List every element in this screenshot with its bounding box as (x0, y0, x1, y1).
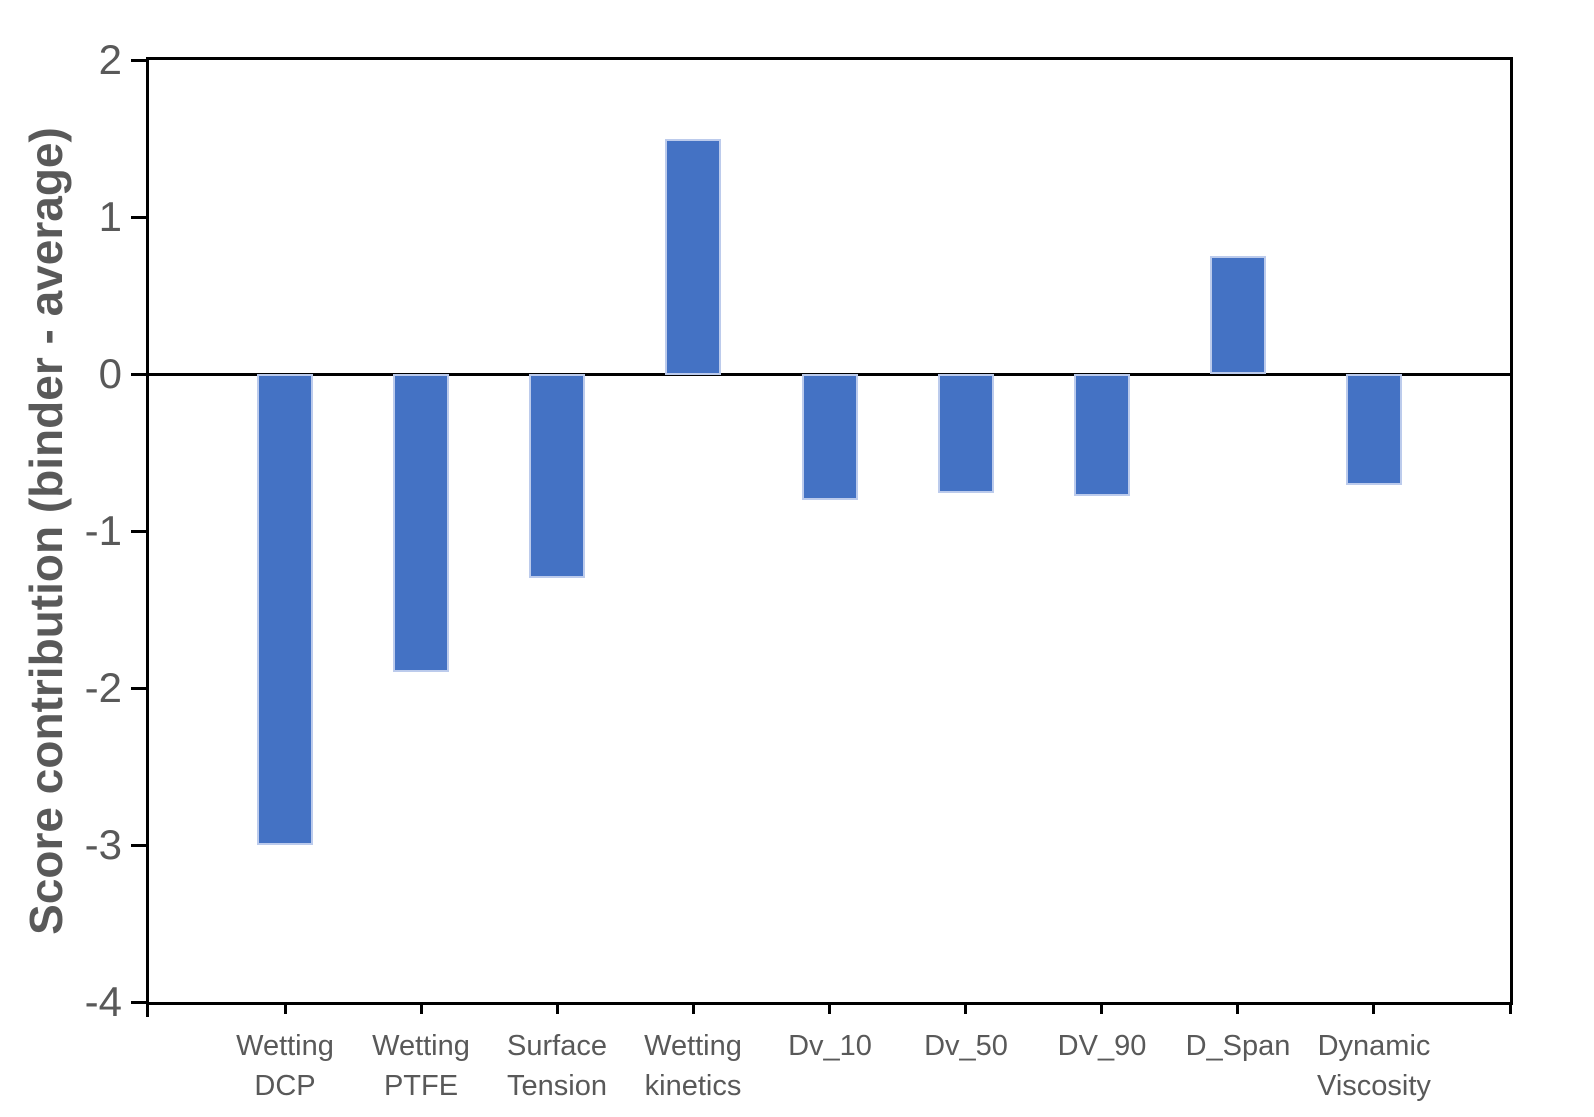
x-tick-label: Dv_50 (924, 1030, 1008, 1062)
y-tick-label: -4 (84, 978, 122, 1025)
y-tick (131, 1001, 146, 1004)
y-tick-label: -1 (84, 507, 122, 554)
bar-dynamic-viscosity (1346, 374, 1402, 485)
bar-dv-90 (1074, 374, 1130, 496)
bar-dv-10 (802, 374, 858, 500)
bar-wetting-ptfe (393, 374, 449, 672)
x-tick-label: Dv_10 (788, 1030, 872, 1062)
x-axis-end-tick-left (146, 1002, 149, 1017)
x-tick-label: DV_90 (1057, 1030, 1147, 1062)
x-tick (964, 1002, 967, 1014)
bar-dv-50 (938, 374, 994, 493)
x-tick (556, 1002, 559, 1014)
x-tick (692, 1002, 695, 1014)
x-tick (1236, 1002, 1239, 1014)
x-tick (1100, 1002, 1103, 1014)
y-tick-label: 0 (98, 350, 122, 397)
bar-wetting-dcp (257, 374, 313, 845)
y-tick (131, 844, 146, 847)
y-tick-label: 2 (98, 36, 122, 83)
x-axis-end-tick-right (1509, 1002, 1512, 1014)
x-tick-label: Dynamic Viscosity (1317, 1030, 1431, 1103)
y-tick (131, 373, 146, 376)
plot-frame (146, 57, 1513, 1005)
y-tick-label: -2 (84, 664, 122, 711)
bar-d-span (1210, 256, 1266, 374)
y-tick-label: -3 (84, 821, 122, 868)
x-tick (828, 1002, 831, 1014)
x-tick-label: Surface Tension (507, 1030, 607, 1103)
x-tick-label: Wetting DCP (236, 1030, 334, 1103)
x-tick-label: D_Span (1185, 1030, 1291, 1062)
y-tick (131, 59, 146, 62)
y-tick (131, 216, 146, 219)
y-tick (131, 687, 146, 690)
bar-surface-tension (529, 374, 585, 578)
x-tick-label: Wetting kinetics (644, 1030, 742, 1103)
bar-wetting-kinetics (665, 139, 721, 375)
x-tick (284, 1002, 287, 1014)
y-tick-label: 1 (98, 193, 122, 240)
x-tick-label: Wetting PTFE (372, 1030, 470, 1103)
x-tick (1372, 1002, 1375, 1014)
x-tick (420, 1002, 423, 1014)
y-tick (131, 530, 146, 533)
